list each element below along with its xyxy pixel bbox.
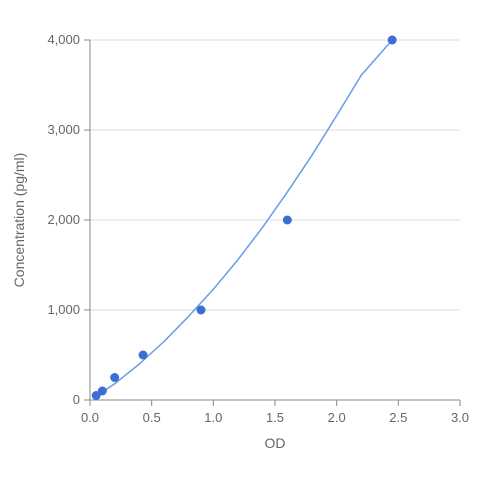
chart-container: 0.0 0.5 1.0 1.5 2.0 2.5 3.0 0 1,000 2,000 3,000 4,0… [0,0,500,500]
x-tick-label: 2.5 [389,410,407,425]
data-point [139,351,148,360]
x-axis-title: OD [265,435,286,451]
x-tick-label: 0.5 [143,410,161,425]
x-tick-label: 0.0 [81,410,99,425]
data-point [283,216,292,225]
chart-background [0,0,500,500]
y-tick-label: 2,000 [47,212,80,227]
data-point [197,306,206,315]
y-tick-label: 0 [73,392,80,407]
data-point [388,36,397,45]
chart-svg: 0.0 0.5 1.0 1.5 2.0 2.5 3.0 0 1,000 2,000 3,000 4,0… [0,0,500,500]
x-tick-label: 2.0 [328,410,346,425]
data-point [110,373,119,382]
x-tick-label: 1.0 [204,410,222,425]
x-tick-label: 1.5 [266,410,284,425]
y-tick-label: 1,000 [47,302,80,317]
data-point [98,387,107,396]
y-axis-title: Concentration (pg/ml) [11,153,27,288]
y-tick-label: 4,000 [47,32,80,47]
x-tick-label: 3.0 [451,410,469,425]
y-tick-label: 3,000 [47,122,80,137]
